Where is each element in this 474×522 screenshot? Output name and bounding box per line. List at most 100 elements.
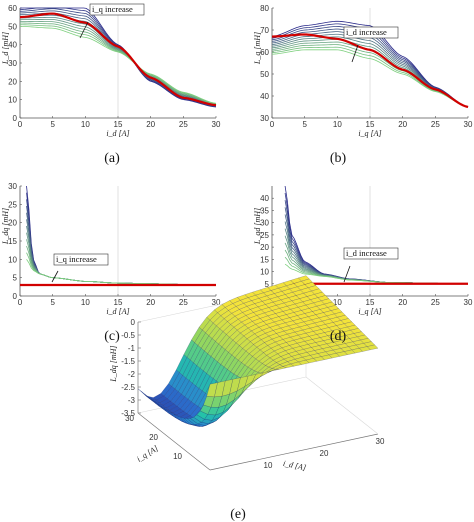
z-axis-label: L_dq [mH] — [109, 345, 118, 382]
x-tick-label: 0 — [18, 298, 23, 307]
panel-c: 0 5 10 15 20 25 30 0 5 10 15 20 25 30 i_d [A] L_dq [mH]… — [1, 182, 221, 316]
y-tick-label: 15 — [8, 237, 17, 246]
y-tick-label: 60 — [260, 48, 269, 57]
annotation-box — [343, 247, 399, 260]
annotation-arrow — [79, 21, 89, 39]
surface-patch — [366, 344, 379, 350]
y-tick-label: 70 — [260, 26, 269, 35]
series-line-11 — [19, 24, 217, 105]
series-line-12 — [271, 49, 469, 108]
x-tick-label: 15 — [114, 120, 123, 129]
bold-series-line — [19, 12, 217, 107]
y-tick-label: 30 — [8, 59, 17, 68]
annotation-box — [343, 26, 399, 39]
panel-e: 0 -0.5 -1 -1.5 -2 -2.5 -3 -3.5 10 20 30 10 20 30 L_dq … — [109, 275, 385, 473]
y-tick-label: 5 — [13, 274, 18, 283]
series-line-8 — [284, 235, 469, 285]
x-tick-label: 5 — [50, 298, 55, 307]
annotation-box — [89, 3, 145, 16]
grid-line-back — [305, 376, 379, 435]
series-line-10 — [19, 22, 217, 105]
y-tick-label: 25 — [8, 200, 17, 209]
x-tick-label: 0 — [270, 120, 275, 129]
series-line-2 — [19, 7, 217, 108]
annotation-arrow — [51, 270, 59, 283]
x-tick-label: 10 — [333, 120, 342, 129]
x-tick-label: 20 — [320, 449, 329, 458]
x-tick-label: 10 — [81, 120, 90, 129]
x-tick-label: 15 — [114, 298, 123, 307]
x-tick-label: 10 — [264, 461, 273, 470]
series-line-6 — [26, 219, 217, 286]
x-tick-label: 20 — [398, 120, 407, 129]
x-tick-label: 10 — [81, 298, 90, 307]
z-tick-label: -3 — [128, 396, 136, 405]
annotation-text: i_d increase — [346, 248, 387, 258]
z-tick-label: 0 — [131, 318, 136, 327]
caption-b: (b) — [330, 151, 347, 166]
panel-a: 0 5 10 15 20 25 30 0 10 20 30 40 50 60 i_d [A] L_d [mH]… — [1, 3, 221, 138]
y-tick-label: 80 — [260, 4, 269, 13]
series-line-2 — [26, 192, 217, 286]
y-tick-label: 20 — [8, 77, 17, 86]
x-tick-label: 20 — [146, 120, 155, 129]
x-axis-label: i_d [A] — [106, 129, 129, 138]
bold-series-line — [271, 33, 469, 109]
panel-b: 0 5 10 15 20 25 30 30 40 50 60 70 80 i_q [A] L_q [mH] i… — [253, 4, 473, 138]
annotation-arrow — [351, 44, 359, 63]
y-tick-label: 30 — [8, 182, 17, 191]
x-tick-label: 20 — [146, 298, 155, 307]
y-tick-label: 30 — [260, 219, 269, 228]
y-tick-label: 0 — [13, 114, 18, 123]
series-line-10 — [26, 245, 217, 286]
annotation-text: i_q increase — [92, 4, 133, 14]
x-tick-label: 30 — [376, 437, 385, 446]
caption-a: (a) — [104, 151, 120, 166]
y-tick-label: 10 — [260, 268, 269, 277]
x-tick-label: 30 — [212, 298, 221, 307]
annotation-text: i_d increase — [346, 27, 387, 37]
x-tick-label: 15 — [366, 120, 375, 129]
z-tick-label: -1.5 — [121, 357, 135, 366]
x-tick-label: 30 — [464, 120, 473, 129]
y-tick-label: 50 — [8, 22, 17, 31]
x-axis-label: i_d [A] — [282, 459, 307, 473]
y-axis-label: L_qd [mH] — [253, 208, 262, 245]
y-tick-label: 60 — [8, 4, 17, 13]
y-axis-label: L_q [mH] — [253, 32, 262, 65]
y-tick-label: 10 — [8, 96, 17, 105]
y-tick-label: 10 — [173, 452, 182, 461]
caption-e: (e) — [230, 507, 246, 522]
y-axis-label: i_q [A] — [135, 444, 160, 464]
y-tick-label: 5 — [265, 280, 270, 289]
series-line-3 — [26, 199, 217, 286]
annotation-box — [53, 253, 109, 266]
series-line-1 — [26, 185, 217, 286]
x-tick-label: 5 — [50, 120, 55, 129]
x-tick-label: 25 — [179, 120, 188, 129]
series-line-8 — [19, 19, 217, 106]
y-axis-line — [137, 412, 211, 471]
z-tick-label: -1 — [128, 344, 136, 353]
x-tick-label: 30 — [212, 120, 221, 129]
series-line-5 — [26, 212, 217, 286]
x-tick-label: 15 — [366, 298, 375, 307]
y-tick-label: 40 — [260, 92, 269, 101]
y-tick-label: 0 — [13, 292, 18, 301]
x-axis-label: i_d [A] — [106, 307, 129, 316]
series-line-6 — [19, 14, 217, 106]
x-tick-label: 25 — [431, 298, 440, 307]
x-tick-label: 0 — [18, 120, 23, 129]
z-tick-label: -2 — [128, 370, 136, 379]
y-axis-label: L_d [mH] — [1, 32, 10, 65]
x-tick-label: 20 — [398, 298, 407, 307]
z-tick-label: -2.5 — [121, 383, 135, 392]
y-tick-label: 40 — [8, 41, 17, 50]
y-tick-label: 30 — [125, 414, 134, 423]
y-tick-label: 30 — [260, 114, 269, 123]
series-line-7 — [19, 16, 217, 106]
x-tick-label: 25 — [179, 298, 188, 307]
z-tick-label: -0.5 — [121, 331, 135, 340]
caption-c: (c) — [104, 329, 120, 344]
